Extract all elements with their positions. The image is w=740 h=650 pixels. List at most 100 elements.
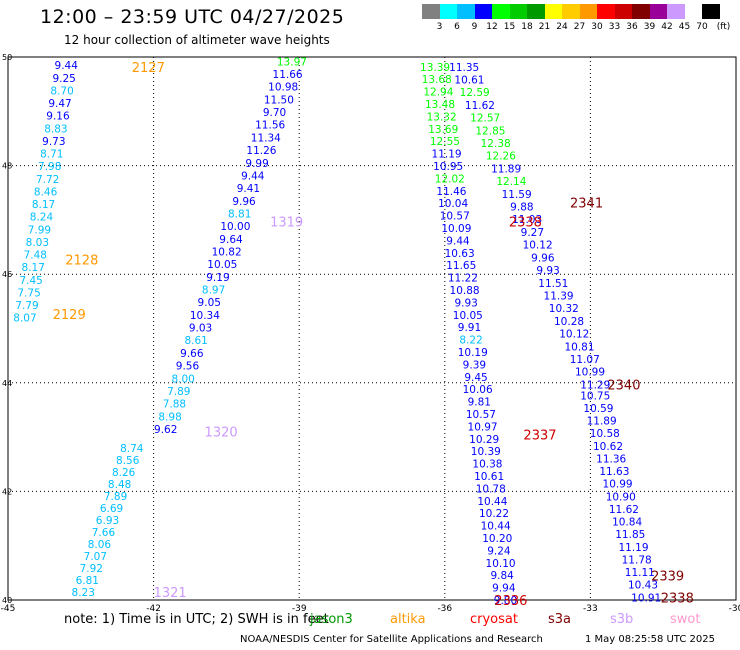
- legend-label: 24: [556, 22, 568, 32]
- pass-number-label: 1320: [205, 426, 238, 441]
- legend-label: 6: [454, 22, 460, 32]
- wave-height-value: 12.55: [430, 136, 460, 148]
- lat-tick-label: 50: [2, 53, 12, 62]
- legend-swatch: [667, 4, 685, 19]
- wave-height-value: 12.59: [460, 87, 490, 99]
- wave-height-value: 7.66: [92, 527, 116, 539]
- legend-swatch: [632, 4, 650, 19]
- wave-height-value: 11.26: [246, 145, 276, 157]
- wave-height-value: 11.35: [449, 62, 479, 74]
- wave-height-value: 10.61: [454, 74, 484, 86]
- wave-height-value: 10.57: [440, 211, 470, 223]
- wave-height-value: 8.23: [72, 587, 95, 599]
- legend-swatch: [597, 4, 615, 19]
- page-subtitle: 12 hour collection of altimeter wave hei…: [64, 33, 330, 47]
- pass-number-label: 2341: [570, 197, 603, 212]
- wave-height-value: 10.98: [268, 82, 298, 94]
- wave-height-value: 10.05: [453, 310, 483, 322]
- wave-height-value: 10.44: [481, 521, 511, 533]
- wave-height-value: 11.59: [502, 189, 532, 201]
- wave-height-value: 9.25: [52, 73, 75, 85]
- wave-height-value: 11.78: [622, 554, 652, 566]
- wave-height-value: 7.79: [15, 300, 38, 312]
- wave-height-value: 10.28: [554, 316, 584, 328]
- wave-height-value: 10.78: [476, 483, 506, 495]
- wave-height-value: 9.44: [446, 235, 470, 247]
- lon-tick-label: -36: [437, 604, 452, 614]
- legend-swatch: [457, 4, 475, 19]
- wave-height-value: 9.62: [154, 424, 177, 436]
- wave-height-value: 11.51: [538, 278, 568, 290]
- wave-height-value: 10.84: [612, 517, 642, 529]
- wave-height-value: 8.17: [32, 199, 55, 211]
- wave-height-value: 11.22: [448, 273, 478, 285]
- lon-tick-label: -42: [146, 604, 161, 614]
- legend-swatch: [702, 4, 720, 19]
- legend-label: 12: [486, 22, 498, 32]
- wave-height-value: 8.74: [120, 443, 144, 455]
- legend-label: 39: [643, 22, 656, 32]
- wave-height-value: 10.82: [212, 246, 242, 258]
- wave-height-value: 9.16: [46, 111, 70, 123]
- wave-height-value: 10.62: [593, 441, 623, 453]
- lon-tick-label: -45: [1, 604, 16, 614]
- wave-height-value: 8.17: [22, 262, 45, 274]
- wave-height-value: 7.48: [24, 250, 47, 262]
- wave-height-value: 12.85: [475, 125, 505, 137]
- satellite-key-cryosat: cryosat: [470, 612, 518, 627]
- wave-height-value: 10.75: [580, 390, 610, 402]
- lon-tick-label: -30: [729, 604, 740, 614]
- wave-height-value: 8.22: [459, 335, 482, 347]
- wave-height-value: 9.84: [490, 570, 514, 582]
- legend-label: 21: [538, 22, 551, 32]
- wave-height-value: 10.34: [190, 310, 220, 322]
- wave-height-value: 11.36: [596, 453, 626, 465]
- pass-number-label: 2336: [494, 594, 527, 609]
- wave-height-value: 10.06: [463, 384, 493, 396]
- wave-height-value: 13.97: [277, 56, 307, 68]
- satellite-key-s3a: s3a: [548, 612, 572, 627]
- legend-swatch: [579, 4, 597, 19]
- wave-height-value: 11.66: [273, 69, 303, 81]
- wave-height-value: 9.96: [232, 196, 256, 208]
- wave-height-value: 10.19: [458, 347, 488, 359]
- legend-label: 36: [626, 22, 638, 32]
- wave-height-value: 12.14: [496, 176, 526, 188]
- wave-height-value: 9.94: [492, 583, 516, 595]
- wave-height-value: 13.39: [420, 62, 450, 74]
- wave-height-value: 9.96: [531, 252, 555, 264]
- wave-height-value: 11.11: [625, 567, 655, 579]
- wave-height-value: 9.81: [468, 397, 491, 409]
- lat-tick-label: 46: [2, 270, 12, 279]
- wave-height-value: 8.71: [40, 149, 63, 161]
- wave-height-value: 10.29: [469, 434, 499, 446]
- wave-height-value: 10.32: [549, 303, 579, 315]
- wave-height-value: 7.89: [167, 386, 190, 398]
- legend-swatch: [492, 4, 510, 19]
- wave-height-value: 10.00: [220, 221, 250, 233]
- legend-swatch: [544, 4, 562, 19]
- wave-height-value: 11.29: [580, 379, 610, 391]
- wave-height-value: 9.24: [487, 545, 511, 557]
- wave-height-value: 11.89: [491, 163, 521, 175]
- wave-height-value: 10.04: [438, 198, 468, 210]
- wave-height-value: 9.47: [48, 98, 71, 110]
- wave-height-value: 10.05: [207, 259, 237, 271]
- lat-tick-label: 48: [2, 162, 12, 171]
- wave-height-value: 13.68: [422, 74, 452, 86]
- wave-height-value: 11.50: [264, 94, 294, 106]
- wave-height-value: 9.88: [510, 202, 533, 214]
- wave-height-value: 9.73: [42, 136, 65, 148]
- legend-swatch: [684, 4, 702, 19]
- wave-height-value: 12.94: [423, 87, 453, 99]
- pass-number-label: 2127: [132, 61, 165, 76]
- wave-height-value: 10.99: [575, 367, 605, 379]
- wave-height-value: 10.59: [583, 403, 613, 415]
- legend-label: 42: [661, 22, 673, 32]
- lat-tick-label: 44: [2, 379, 12, 388]
- lat-tick-label: 40: [2, 596, 12, 605]
- satellite-key-s3b: s3b: [610, 612, 634, 627]
- wave-height-value: 7.92: [80, 563, 103, 575]
- wave-height-value: 9.70: [263, 107, 286, 119]
- legend-label: 33: [608, 22, 621, 32]
